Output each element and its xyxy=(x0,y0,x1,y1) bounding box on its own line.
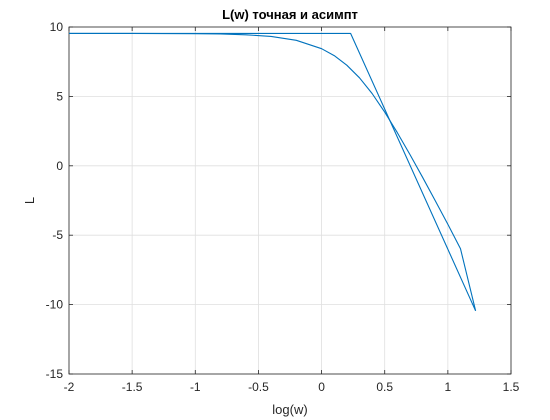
y-tick-label: 0 xyxy=(56,159,63,173)
tick-labels: -2 -1.5 -1 -0.5 0 0.5 1 1.5 -15 -10 -5 0 5 10 xyxy=(46,20,520,394)
x-axis-label: log(w) xyxy=(272,402,307,417)
axis-ticks xyxy=(68,26,512,375)
y-tick-label: -5 xyxy=(52,228,63,242)
y-tick-label: -10 xyxy=(46,298,64,312)
x-tick-label: 1.5 xyxy=(503,380,520,394)
x-tick-label: 0.5 xyxy=(376,380,393,394)
exact-curve xyxy=(69,32,477,311)
y-tick-label: 5 xyxy=(56,89,63,103)
chart-title: L(w) точная и асимпт xyxy=(222,7,358,22)
x-tick-label: -1 xyxy=(190,380,201,394)
y-tick-label: -15 xyxy=(46,367,64,381)
x-tick-label: 1 xyxy=(445,380,452,394)
series-lines xyxy=(69,32,477,312)
plot-area xyxy=(68,26,512,375)
x-tick-label: 0 xyxy=(318,380,325,394)
x-tick-label: -2 xyxy=(64,380,75,394)
asymptote-line xyxy=(69,32,477,312)
x-tick-label: -1.5 xyxy=(122,380,143,394)
y-tick-label: 10 xyxy=(50,20,64,34)
y-axis-label: L xyxy=(22,197,37,204)
x-tick-label: -0.5 xyxy=(248,380,269,394)
